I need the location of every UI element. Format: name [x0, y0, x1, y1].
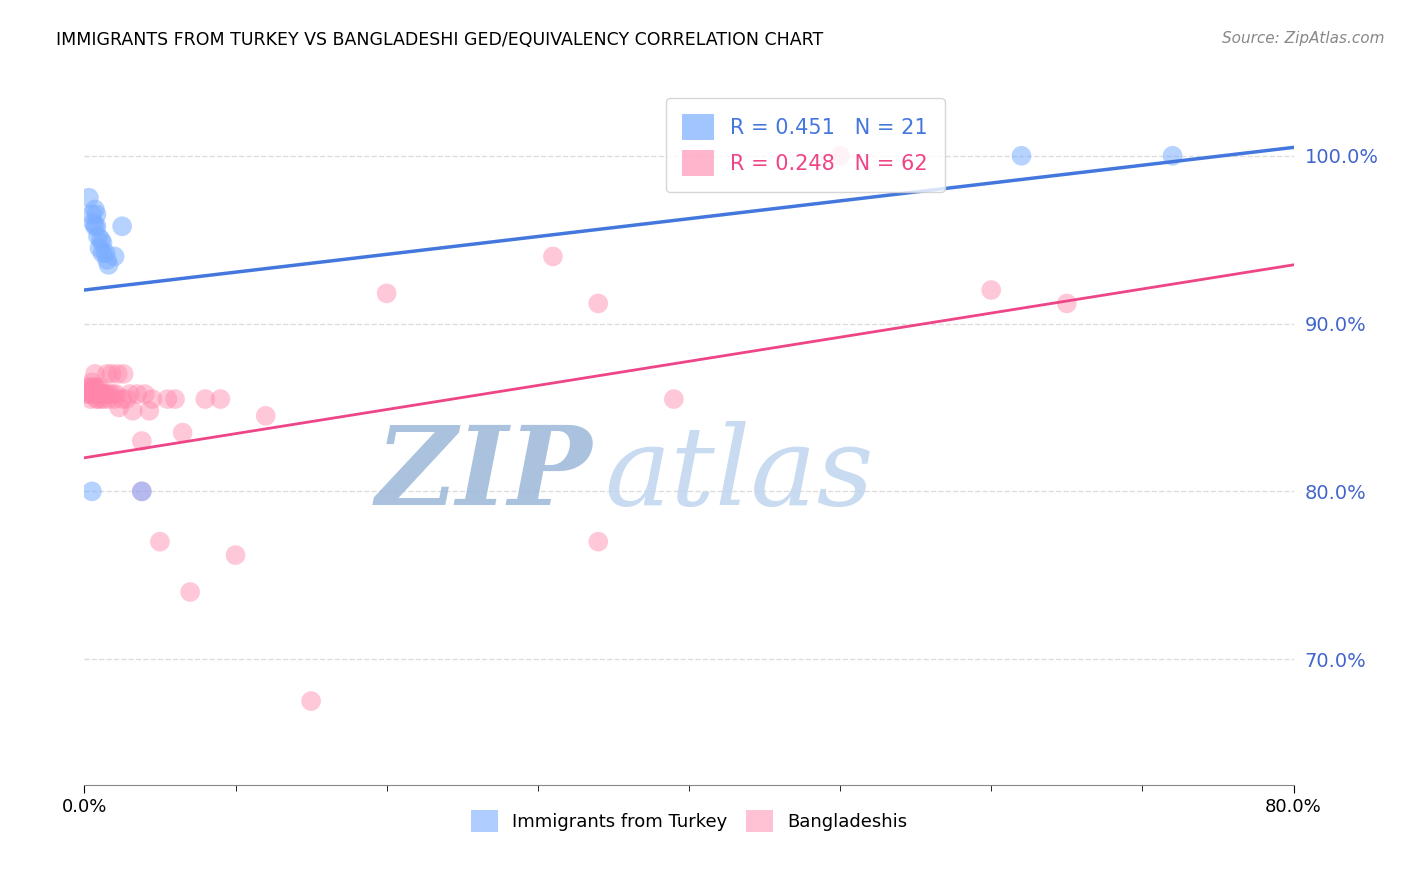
Text: atlas: atlas	[605, 421, 875, 529]
Point	[830, 149, 852, 163]
Point	[107, 367, 129, 381]
Point	[100, 367, 122, 381]
Point	[588, 534, 610, 549]
Point	[588, 296, 610, 310]
Point	[91, 387, 114, 401]
Point	[225, 548, 247, 562]
Point	[82, 216, 104, 230]
Point	[80, 484, 103, 499]
Point	[82, 380, 104, 394]
Point	[89, 380, 111, 394]
Point	[141, 392, 163, 406]
Point	[90, 392, 112, 406]
Point	[254, 409, 277, 423]
Point	[84, 380, 107, 394]
Point	[662, 392, 685, 406]
Legend: Immigrants from Turkey, Bangladeshis: Immigrants from Turkey, Bangladeshis	[464, 803, 914, 839]
Point	[134, 387, 156, 401]
Point	[91, 246, 114, 260]
Point	[115, 392, 138, 406]
Point	[86, 219, 108, 234]
Point	[90, 387, 112, 401]
Point	[87, 384, 110, 398]
Point	[90, 233, 112, 247]
Point	[84, 219, 107, 234]
Point	[91, 235, 114, 250]
Point	[94, 387, 117, 401]
Point	[76, 387, 98, 401]
Point	[82, 387, 104, 401]
Point	[118, 387, 141, 401]
Point	[104, 250, 127, 264]
Point	[111, 219, 134, 234]
Point	[75, 384, 97, 398]
Point	[80, 387, 103, 401]
Point	[172, 425, 194, 440]
Point	[179, 585, 201, 599]
Point	[77, 191, 100, 205]
Point	[149, 534, 172, 549]
Point	[86, 392, 108, 406]
Point	[97, 392, 120, 406]
Point	[94, 246, 117, 260]
Point	[980, 283, 1002, 297]
Point	[108, 401, 131, 415]
Point	[101, 387, 124, 401]
Point	[165, 392, 187, 406]
Point	[131, 434, 153, 448]
Point	[131, 484, 153, 499]
Point	[1056, 296, 1078, 310]
Text: IMMIGRANTS FROM TURKEY VS BANGLADESHI GED/EQUIVALENCY CORRELATION CHART: IMMIGRANTS FROM TURKEY VS BANGLADESHI GE…	[56, 31, 824, 49]
Text: ZIP: ZIP	[375, 421, 592, 529]
Point	[1161, 149, 1184, 163]
Point	[84, 202, 107, 217]
Point	[89, 241, 111, 255]
Point	[209, 392, 232, 406]
Point	[111, 392, 134, 406]
Point	[194, 392, 217, 406]
Point	[77, 387, 100, 401]
Point	[1011, 149, 1033, 163]
Point	[84, 367, 107, 381]
Point	[105, 387, 128, 401]
Point	[121, 404, 143, 418]
Point	[87, 229, 110, 244]
Point	[86, 207, 108, 221]
Point	[79, 392, 101, 406]
Point	[541, 250, 564, 264]
Point	[87, 392, 110, 406]
Point	[156, 392, 179, 406]
Point	[131, 484, 153, 499]
Point	[96, 367, 118, 381]
Point	[97, 258, 120, 272]
Point	[127, 387, 149, 401]
Point	[96, 387, 118, 401]
Point	[93, 392, 115, 406]
Point	[299, 694, 322, 708]
Point	[86, 380, 108, 394]
Point	[80, 376, 103, 390]
Point	[76, 380, 98, 394]
Point	[112, 367, 135, 381]
Point	[138, 404, 160, 418]
Point	[80, 207, 103, 221]
Point	[89, 387, 111, 401]
Point	[96, 252, 118, 267]
Point	[98, 387, 121, 401]
Point	[77, 380, 100, 394]
Point	[104, 392, 127, 406]
Point	[375, 286, 398, 301]
Text: Source: ZipAtlas.com: Source: ZipAtlas.com	[1222, 31, 1385, 46]
